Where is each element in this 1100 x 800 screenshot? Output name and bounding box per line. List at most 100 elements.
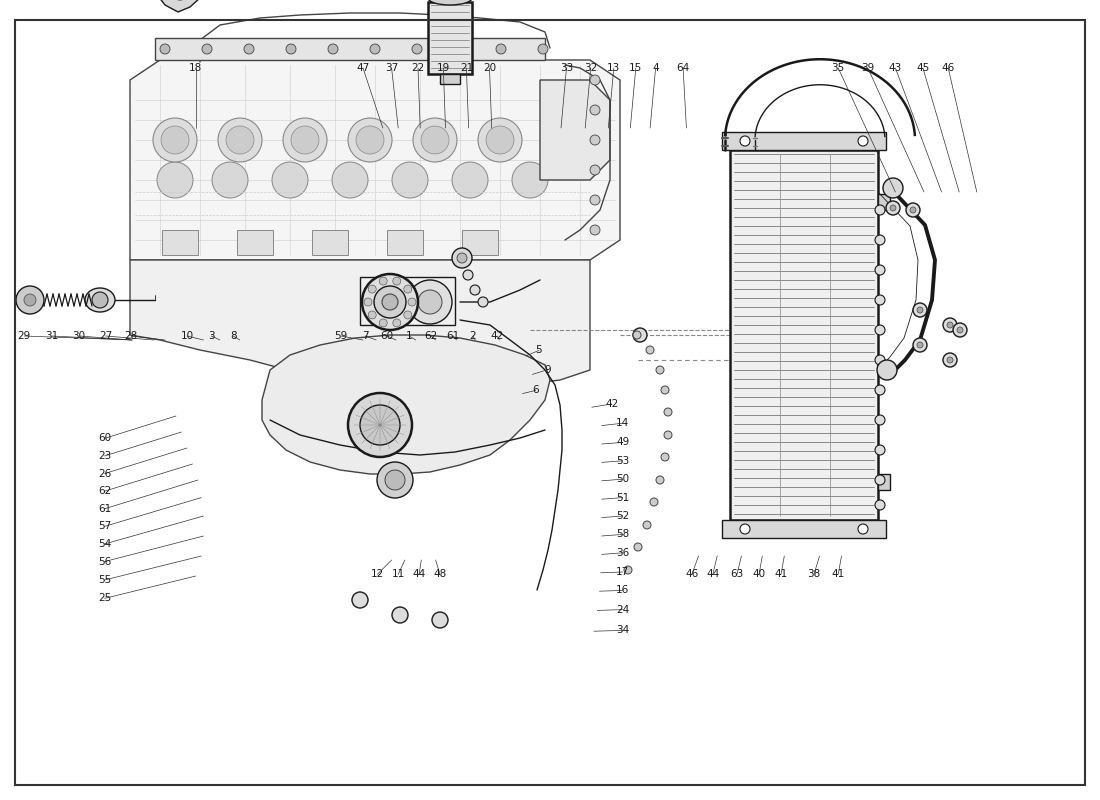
Circle shape bbox=[634, 543, 642, 551]
Circle shape bbox=[943, 353, 957, 367]
Bar bbox=[312, 230, 348, 255]
Text: 4: 4 bbox=[652, 63, 659, 73]
Circle shape bbox=[874, 385, 886, 395]
Circle shape bbox=[496, 44, 506, 54]
Circle shape bbox=[356, 126, 384, 154]
Circle shape bbox=[590, 225, 600, 235]
Text: 60: 60 bbox=[381, 331, 394, 341]
Text: 46: 46 bbox=[685, 570, 698, 579]
Bar bbox=[387, 230, 424, 255]
Text: 13: 13 bbox=[607, 63, 620, 73]
Circle shape bbox=[418, 290, 442, 314]
Circle shape bbox=[478, 297, 488, 307]
Circle shape bbox=[874, 325, 886, 335]
Bar bbox=[722, 132, 886, 150]
Circle shape bbox=[917, 307, 923, 313]
Circle shape bbox=[412, 44, 422, 54]
Circle shape bbox=[368, 285, 376, 293]
Circle shape bbox=[362, 274, 418, 330]
Polygon shape bbox=[130, 260, 590, 388]
Circle shape bbox=[910, 207, 916, 213]
Circle shape bbox=[348, 118, 392, 162]
Text: 26: 26 bbox=[98, 469, 111, 478]
Text: 58: 58 bbox=[616, 530, 629, 539]
Circle shape bbox=[656, 366, 664, 374]
Polygon shape bbox=[262, 335, 550, 474]
Circle shape bbox=[157, 162, 192, 198]
Text: 53: 53 bbox=[616, 456, 629, 466]
Text: 48: 48 bbox=[433, 570, 447, 579]
Text: 10: 10 bbox=[180, 331, 194, 341]
Text: 28: 28 bbox=[124, 331, 138, 341]
Circle shape bbox=[379, 319, 387, 327]
Text: 38: 38 bbox=[807, 570, 821, 579]
Circle shape bbox=[661, 453, 669, 461]
Text: 15: 15 bbox=[629, 63, 642, 73]
Text: 17: 17 bbox=[616, 567, 629, 577]
Text: 41: 41 bbox=[832, 570, 845, 579]
Circle shape bbox=[92, 292, 108, 308]
Circle shape bbox=[664, 408, 672, 416]
Circle shape bbox=[470, 285, 480, 295]
Text: 56: 56 bbox=[98, 557, 111, 566]
Circle shape bbox=[650, 498, 658, 506]
Circle shape bbox=[913, 338, 927, 352]
Polygon shape bbox=[155, 0, 202, 12]
Circle shape bbox=[379, 277, 387, 285]
Circle shape bbox=[874, 500, 886, 510]
Text: 31: 31 bbox=[45, 331, 58, 341]
Text: 32: 32 bbox=[584, 63, 597, 73]
Text: 6: 6 bbox=[532, 386, 539, 395]
Text: 60: 60 bbox=[98, 434, 111, 443]
Circle shape bbox=[463, 270, 473, 280]
Text: 41: 41 bbox=[774, 570, 788, 579]
Bar bbox=[162, 230, 198, 255]
Circle shape bbox=[392, 607, 408, 623]
Text: 39: 39 bbox=[861, 63, 875, 73]
Circle shape bbox=[883, 178, 903, 198]
Text: 45: 45 bbox=[916, 63, 930, 73]
Circle shape bbox=[393, 277, 400, 285]
Text: 29: 29 bbox=[18, 331, 31, 341]
Circle shape bbox=[16, 286, 44, 314]
Circle shape bbox=[348, 393, 412, 457]
Circle shape bbox=[478, 118, 522, 162]
Circle shape bbox=[421, 126, 449, 154]
Text: 5: 5 bbox=[536, 346, 542, 355]
Text: 52: 52 bbox=[616, 511, 629, 521]
Bar bbox=[360, 277, 455, 325]
Circle shape bbox=[382, 294, 398, 310]
Text: 36: 36 bbox=[616, 548, 629, 558]
Circle shape bbox=[377, 462, 412, 498]
Text: 14: 14 bbox=[616, 418, 629, 428]
Text: 21: 21 bbox=[460, 63, 473, 73]
Text: 25: 25 bbox=[98, 594, 111, 603]
Text: 2: 2 bbox=[470, 331, 476, 341]
Text: 1: 1 bbox=[406, 331, 412, 341]
Circle shape bbox=[874, 205, 886, 215]
Circle shape bbox=[632, 331, 641, 339]
Circle shape bbox=[877, 360, 896, 380]
Text: 8: 8 bbox=[230, 331, 236, 341]
Bar bbox=[878, 474, 890, 490]
Text: 16: 16 bbox=[616, 586, 629, 595]
Circle shape bbox=[890, 205, 896, 211]
Bar bbox=[428, 2, 472, 74]
Text: 30: 30 bbox=[73, 331, 86, 341]
Text: 44: 44 bbox=[706, 570, 719, 579]
Text: 43: 43 bbox=[889, 63, 902, 73]
Circle shape bbox=[943, 318, 957, 332]
Circle shape bbox=[512, 162, 548, 198]
Text: 19: 19 bbox=[437, 63, 450, 73]
Text: 64: 64 bbox=[676, 63, 690, 73]
Text: 24: 24 bbox=[616, 605, 629, 614]
Circle shape bbox=[906, 203, 920, 217]
Circle shape bbox=[664, 431, 672, 439]
Circle shape bbox=[412, 118, 456, 162]
Circle shape bbox=[352, 592, 368, 608]
Circle shape bbox=[374, 286, 406, 318]
Circle shape bbox=[24, 294, 36, 306]
Circle shape bbox=[218, 118, 262, 162]
Ellipse shape bbox=[428, 0, 472, 5]
Circle shape bbox=[874, 445, 886, 455]
